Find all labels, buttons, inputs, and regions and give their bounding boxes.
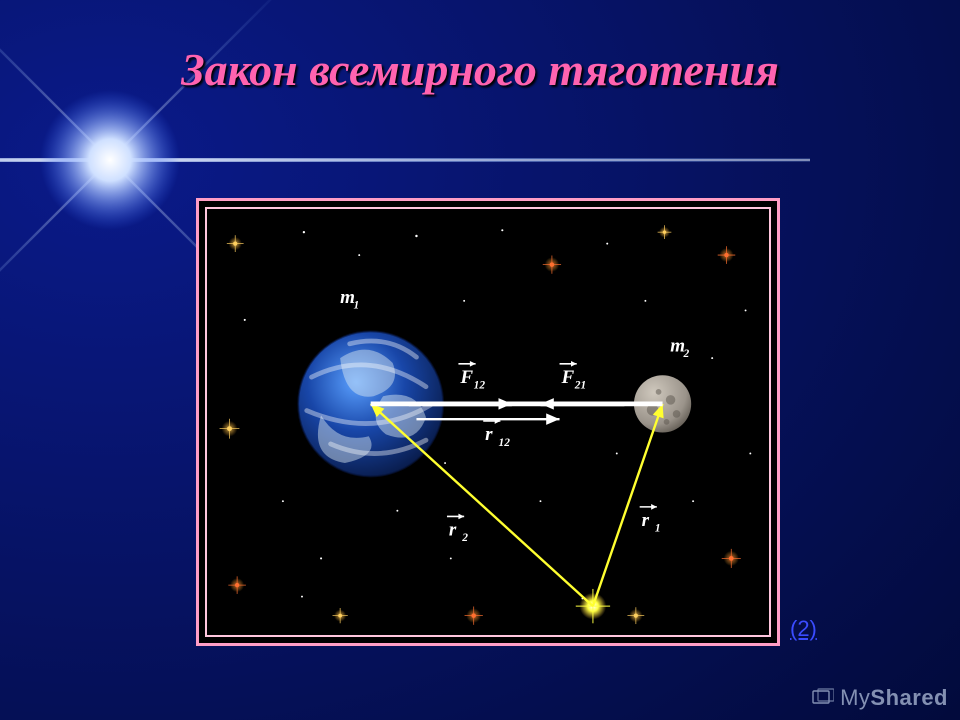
svg-text:r: r — [485, 424, 493, 445]
slide: Закон всемирного тяготения m1m2F12F21r12… — [0, 0, 960, 720]
svg-text:12: 12 — [498, 437, 510, 449]
gravitation-diagram: m1m2F12F21r12r1r2 — [213, 215, 763, 629]
watermark-text-b: Shared — [870, 685, 948, 710]
svg-text:12: 12 — [474, 380, 486, 392]
watermark-icon — [812, 686, 834, 712]
svg-text:r: r — [449, 520, 457, 541]
watermark: MyShared — [812, 685, 948, 712]
svg-text:F: F — [459, 367, 473, 388]
svg-text:2: 2 — [461, 532, 468, 544]
svg-text:1: 1 — [655, 523, 661, 535]
svg-text:2: 2 — [683, 348, 690, 360]
diagram-frame: m1m2F12F21r12r1r2 — [196, 198, 780, 646]
diagram-inner-border: m1m2F12F21r12r1r2 — [205, 207, 771, 637]
slide-title: Закон всемирного тяготения — [0, 44, 960, 97]
svg-text:r: r — [642, 510, 650, 531]
watermark-text-a: My — [840, 685, 870, 710]
svg-text:1: 1 — [353, 299, 359, 311]
svg-text:F: F — [560, 367, 574, 388]
svg-text:21: 21 — [574, 380, 586, 392]
footnote-link[interactable]: (2) — [790, 616, 817, 642]
